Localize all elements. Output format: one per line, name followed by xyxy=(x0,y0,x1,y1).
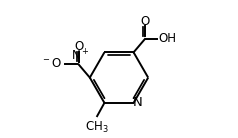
Text: $^-$O: $^-$O xyxy=(41,57,63,71)
Text: CH$_3$: CH$_3$ xyxy=(85,120,108,135)
Text: O: O xyxy=(74,40,83,53)
Text: OH: OH xyxy=(159,32,177,45)
Text: N$^+$: N$^+$ xyxy=(71,48,89,64)
Text: N: N xyxy=(132,96,142,109)
Text: O: O xyxy=(140,15,149,28)
